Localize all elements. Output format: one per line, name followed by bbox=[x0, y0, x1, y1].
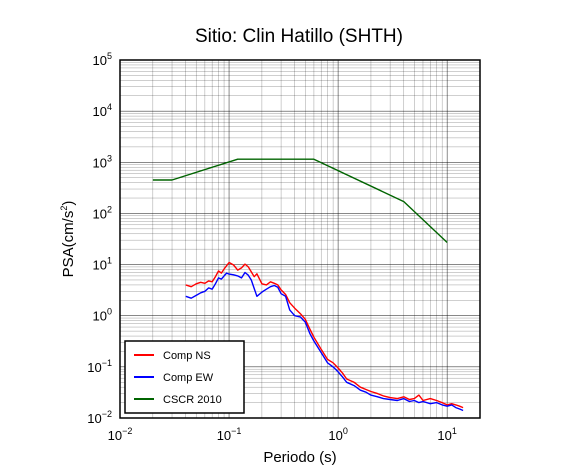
x-tick-label: 10−1 bbox=[217, 426, 242, 443]
series-line-comp-ns bbox=[185, 261, 464, 409]
y-tick-label: 10−1 bbox=[87, 358, 112, 375]
y-axis-label-close: ) bbox=[60, 201, 77, 206]
x-tick-exponent: 1 bbox=[452, 426, 457, 436]
y-tick-base: 10 bbox=[93, 309, 107, 324]
legend-label: CSCR 2010 bbox=[163, 394, 222, 406]
x-axis-label: Periodo (s) bbox=[263, 449, 336, 466]
y-tick-exponent: 5 bbox=[107, 51, 112, 61]
series-line-cscr-2010 bbox=[152, 158, 448, 244]
x-tick-label: 100 bbox=[328, 426, 347, 443]
y-tick-exponent: 0 bbox=[107, 307, 112, 317]
y-tick-label: 103 bbox=[93, 153, 112, 170]
y-tick-exponent: 2 bbox=[107, 204, 112, 214]
x-tick-exponent: −1 bbox=[231, 426, 241, 436]
chart-title: Sitio: Clin Hatillo (SHTH) bbox=[195, 26, 403, 47]
legend-label: Comp EW bbox=[163, 372, 214, 384]
legend-items: Comp NS Comp EW CSCR 2010 bbox=[134, 350, 222, 406]
y-axis-label-sup: 2 bbox=[59, 206, 69, 211]
y-tick-exponent: −1 bbox=[102, 358, 112, 368]
x-tick-exponent: 0 bbox=[343, 426, 348, 436]
y-tick-base: 10 bbox=[93, 104, 107, 119]
y-tick-base: 10 bbox=[93, 53, 107, 68]
y-tick-exponent: 4 bbox=[107, 102, 112, 112]
x-tick-label: 10−2 bbox=[108, 426, 133, 443]
y-axis-label-main: PSA(cm/s bbox=[60, 211, 77, 278]
y-tick-base: 10 bbox=[87, 411, 101, 426]
grid bbox=[119, 59, 481, 419]
legend-label: Comp NS bbox=[163, 350, 211, 362]
y-tick-label: 10−2 bbox=[87, 409, 112, 426]
plot-frame bbox=[119, 59, 481, 419]
legend: Comp NS Comp EW CSCR 2010 bbox=[124, 340, 245, 414]
y-tick-label: 102 bbox=[93, 204, 112, 221]
y-tick-exponent: 3 bbox=[107, 153, 112, 163]
x-tick-base: 10 bbox=[437, 428, 451, 443]
x-tick-label: 101 bbox=[437, 426, 456, 443]
y-tick-base: 10 bbox=[93, 258, 107, 273]
x-tick-labels: 10−2 10−1 100 101 bbox=[108, 426, 457, 443]
y-tick-exponent: −2 bbox=[102, 409, 112, 419]
y-axis-label: PSA(cm/s2) bbox=[59, 201, 77, 278]
y-tick-label: 101 bbox=[93, 256, 112, 273]
x-tick-exponent: −2 bbox=[122, 426, 132, 436]
y-tick-base: 10 bbox=[93, 206, 107, 221]
y-tick-label: 105 bbox=[93, 51, 112, 68]
series-line-comp-ew bbox=[185, 271, 464, 412]
y-tick-label: 100 bbox=[93, 307, 112, 324]
series-layer bbox=[152, 158, 464, 412]
x-tick-base: 10 bbox=[108, 428, 122, 443]
y-tick-base: 10 bbox=[93, 155, 107, 170]
y-tick-base: 10 bbox=[87, 360, 101, 375]
y-tick-label: 104 bbox=[93, 102, 112, 119]
x-tick-base: 10 bbox=[217, 428, 231, 443]
y-tick-exponent: 1 bbox=[107, 256, 112, 266]
x-tick-base: 10 bbox=[328, 428, 342, 443]
